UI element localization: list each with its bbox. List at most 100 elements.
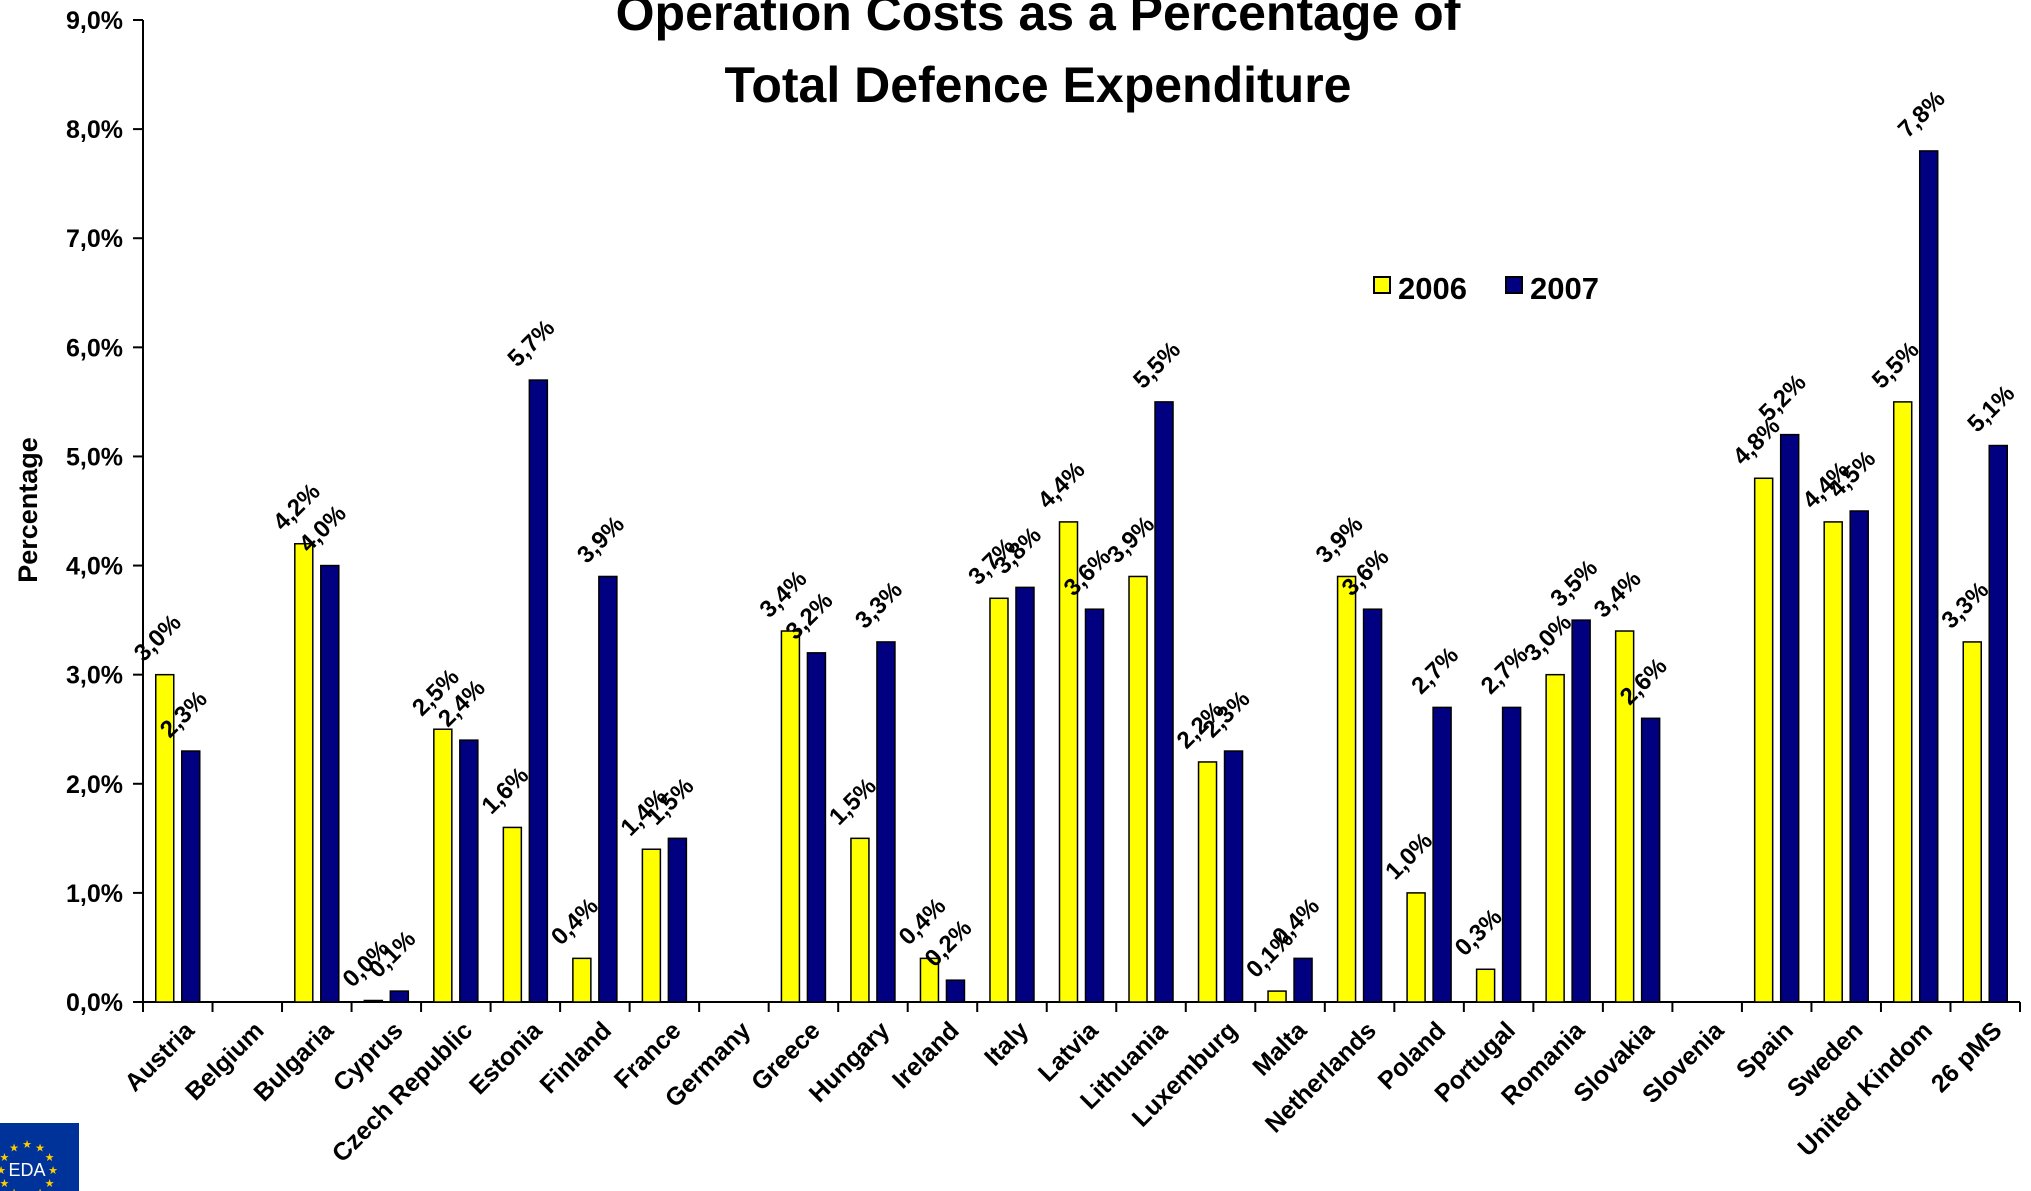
bar-2007-sweden (1849, 510, 1869, 1003)
legend-label-2007: 2007 (1530, 271, 1599, 306)
bar-2006-greece (780, 630, 801, 1003)
bar-2006-czech-republic (433, 728, 453, 1003)
eu-star-icon: ★ (35, 1188, 45, 1191)
x-tick-label: Italy (979, 1016, 1034, 1071)
eu-star-icon: ★ (35, 1142, 45, 1154)
bar-2007-slovakia (1640, 717, 1661, 1003)
bar-label-2007: 2,7% (1406, 642, 1464, 700)
chart-title-line-1: Operation Costs as a Percentage of (616, 0, 1461, 41)
eda-logo-text: EDA (8, 1160, 45, 1180)
bar-2007-france (667, 837, 688, 1003)
bar-label-2007: 5,1% (1962, 380, 2020, 438)
bar-label-2006: 3,0% (129, 609, 187, 667)
bar-2007-bulgaria (320, 564, 340, 1003)
eda-logo-background (0, 1123, 79, 1191)
chart-title: Operation Costs as a Percentage of Total… (616, 0, 1461, 113)
bar-2006-portugal (1475, 968, 1496, 1003)
eu-star-icon: ★ (0, 1165, 6, 1177)
chart-title-line-2: Total Defence Expenditure (725, 57, 1352, 113)
bar-2006-slovakia (1614, 630, 1635, 1003)
eda-logo: ★★★★★★★★★★★★ EDA (0, 1123, 79, 1191)
bar-2006-romania (1545, 673, 1565, 1003)
legend-swatch-2006 (1373, 276, 1391, 294)
legend-swatch-2007 (1505, 276, 1523, 294)
bar-2007-hungary (876, 641, 896, 1003)
y-tick-label: 5,0% (66, 443, 123, 471)
bar-2007-finland (598, 575, 618, 1003)
y-axis-label: Percentage (13, 437, 43, 583)
eu-star-icon: ★ (45, 1152, 55, 1164)
x-tick-label: Spain (1731, 1016, 1799, 1084)
bar-2006-italy (989, 597, 1009, 1003)
bar-2006-bulgaria (294, 542, 314, 1003)
y-tick-label: 4,0% (66, 553, 123, 581)
y-tick-label: 1,0% (66, 880, 123, 908)
eu-star-icon: ★ (9, 1142, 19, 1154)
eu-star-icon: ★ (22, 1139, 32, 1151)
legend: 2006 2007 (1373, 271, 1599, 306)
bar-2007-netherlands (1362, 608, 1383, 1003)
x-tick-label: Ireland (887, 1016, 965, 1094)
bar-2006-26-pms (1962, 641, 1982, 1003)
bar-label-2006: 1,5% (824, 773, 882, 831)
x-tick-label: 26 pMS (1926, 1016, 2008, 1098)
bar-2007-austria (181, 750, 201, 1003)
bar-label-2006: 0,4% (546, 893, 604, 951)
bar-2006-united-kindom (1892, 401, 1913, 1003)
bar-2007-italy (1015, 586, 1035, 1003)
bar-2006-austria (155, 673, 175, 1003)
bar-2006-france (641, 848, 662, 1003)
bar-label-2007: 3,3% (850, 576, 908, 634)
y-tick-label: 7,0% (66, 225, 123, 253)
y-tick-label: 2,0% (66, 771, 123, 799)
bar-2006-poland (1406, 892, 1426, 1003)
bar-2007-romania (1571, 619, 1591, 1003)
bar-2007-united-kindom (1918, 150, 1939, 1003)
bar-2007-poland (1432, 706, 1452, 1003)
bar-2007-26-pms (1988, 444, 2008, 1003)
bar-2007-ireland (945, 979, 966, 1003)
bar-2007-czech-republic (459, 739, 479, 1003)
legend-label-2006: 2006 (1398, 271, 1467, 306)
bar-2006-luxemburg (1197, 761, 1218, 1003)
bar-2007-cyprus (389, 990, 410, 1003)
x-tick-label: Estonia (464, 1016, 548, 1100)
bar-2007-malta (1293, 957, 1313, 1003)
y-tick-label: 9,0% (66, 7, 123, 35)
bar-label-2006: 1,0% (1380, 827, 1438, 885)
bar-label-2006: 0,3% (1450, 904, 1508, 962)
bar-label-2006: 5,5% (1867, 336, 1925, 394)
bar-label-2007: 5,7% (503, 315, 561, 373)
bar-label-2007: 5,5% (1128, 336, 1186, 394)
bar-2007-greece (806, 652, 827, 1003)
bar-2006-latvia (1058, 521, 1079, 1003)
x-tick-label: Finland (534, 1016, 617, 1099)
eu-star-icon: ★ (48, 1165, 58, 1177)
bar-2006-lithuania (1128, 575, 1148, 1003)
eu-star-icon: ★ (9, 1188, 19, 1191)
eu-star-icon: ★ (0, 1152, 10, 1164)
bar-label-2006: 4,4% (1033, 456, 1091, 514)
y-ticks: 0,0% 1,0% 2,0% 3,0% 4,0% 5,0% 6,0% 7,0% 8,0% 9,0% (66, 7, 143, 1017)
x-tick-label: Malta (1247, 1016, 1313, 1082)
bar-2007-luxemburg (1223, 750, 1244, 1003)
bar-2006-ireland (919, 957, 940, 1003)
bar-label-2007: 3,9% (572, 511, 630, 569)
y-tick-label: 0,0% (66, 989, 123, 1017)
bar-label-2006: 3,3% (1936, 576, 1994, 634)
bar-label-2006: 1,6% (477, 762, 535, 820)
axes (142, 20, 2021, 1012)
y-tick-label: 3,0% (66, 662, 123, 690)
bar-2007-spain (1779, 433, 1800, 1003)
bar-2006-cyprus (363, 999, 384, 1003)
bar-2006-netherlands (1336, 575, 1357, 1003)
eda-logo-stars-icon: ★★★★★★★★★★★★ (0, 1139, 58, 1191)
bar-2007-lithuania (1154, 401, 1174, 1003)
bar-2007-portugal (1501, 706, 1522, 1003)
bars (155, 150, 2008, 1003)
bar-2006-hungary (850, 837, 870, 1003)
eu-star-icon: ★ (0, 1178, 10, 1190)
y-tick-label: 6,0% (66, 334, 123, 362)
